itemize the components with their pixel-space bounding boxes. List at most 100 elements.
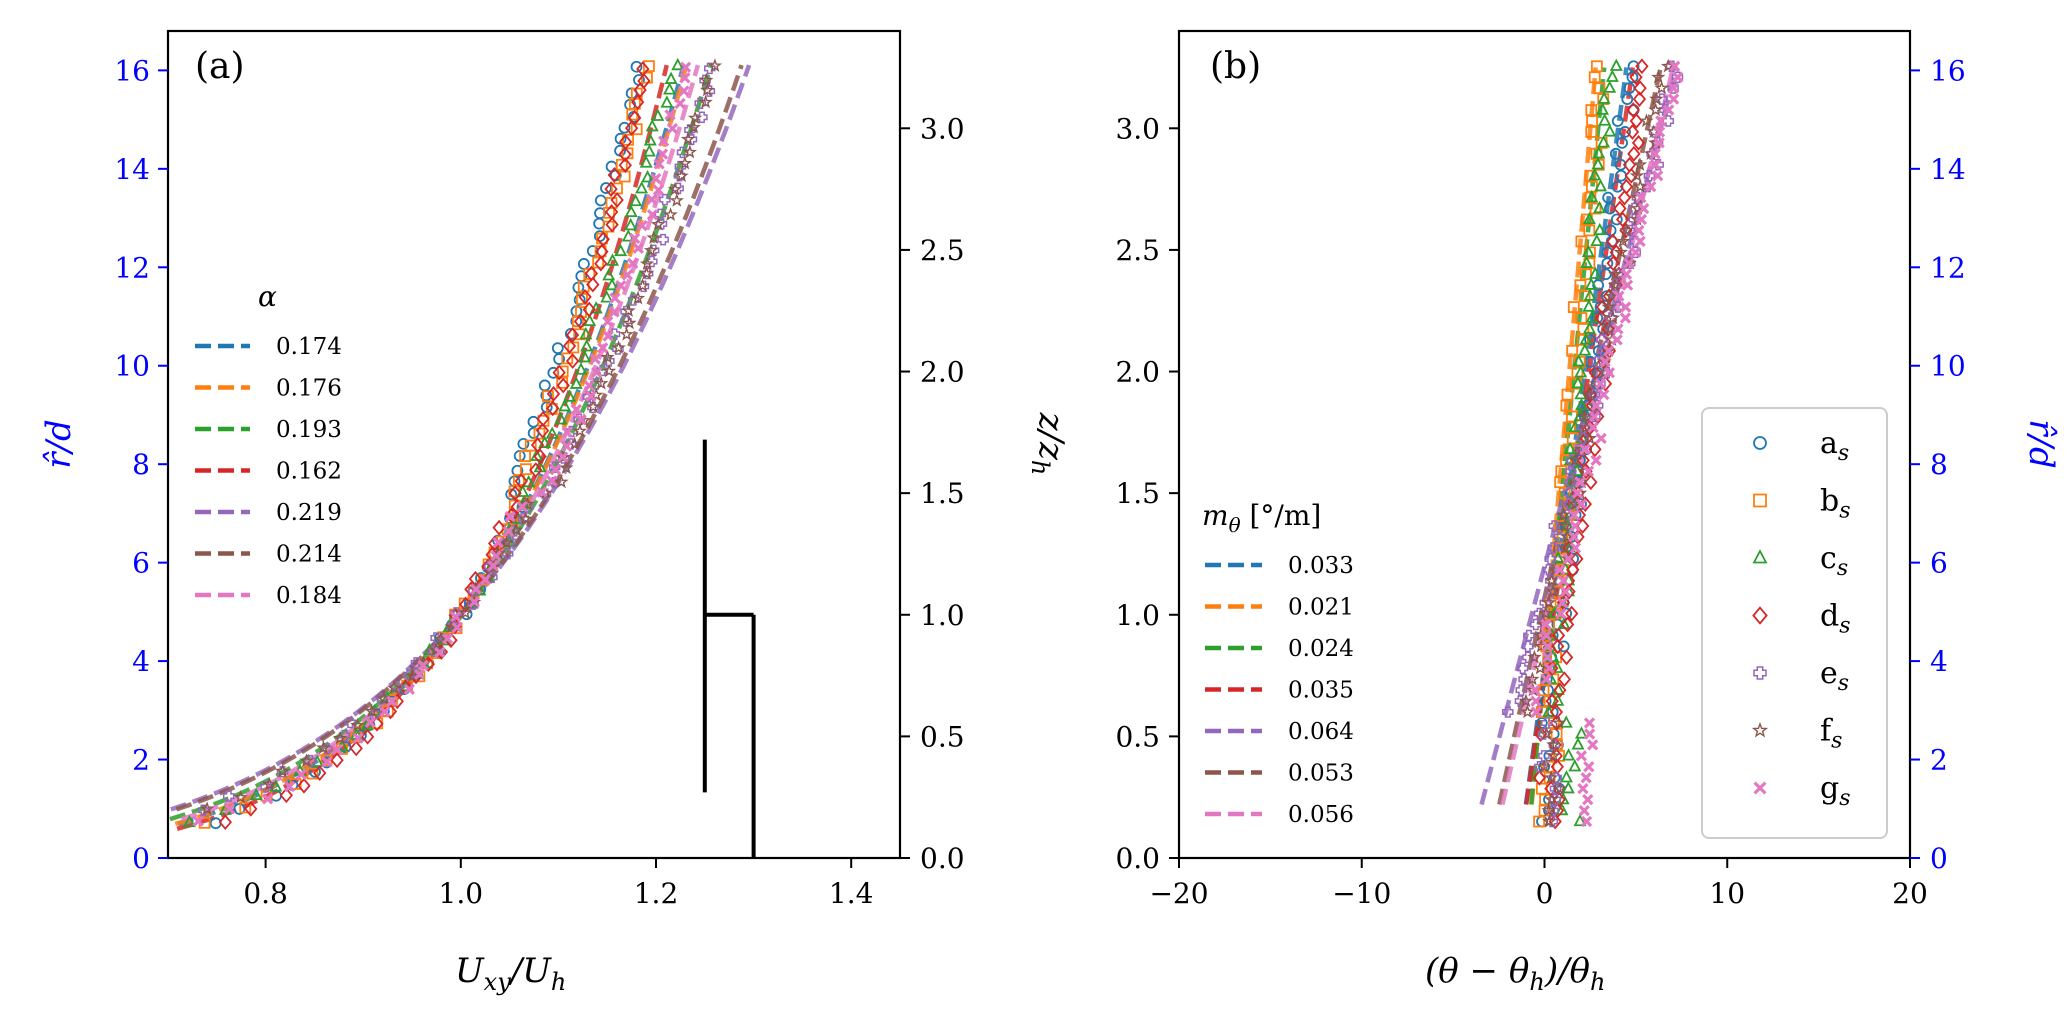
marker-b-a [524,439,537,452]
panel-a-ytick-left-label: 4 [132,645,150,678]
marker-c-b [1585,310,1599,323]
marker-a-a [553,353,566,365]
marker-a-a [600,182,612,194]
marker-d-b [1553,682,1567,699]
marker-b-a [615,158,628,171]
panel-a-ytick-right-label: 3.0 [920,112,965,145]
panel-a-ytick-right-label: 1.0 [920,599,965,632]
marker-f-b [1525,671,1540,686]
marker-a-b [1626,71,1639,84]
panel-a-ytick-left-label: 16 [114,54,150,87]
marker-g-b [1562,553,1574,565]
marker-g-a [403,683,415,696]
marker-e-a [627,294,640,306]
marker-f-b [1581,386,1596,401]
marker-b-a [306,767,319,780]
marker-f-b [1538,605,1553,620]
marker-f-b [1649,91,1664,106]
marker-c-b [1551,693,1565,706]
alpha-legend-title: α [258,280,277,313]
marker-g-b [1653,126,1666,138]
marker-d-b [1557,671,1572,688]
marker-g-a [650,172,662,185]
marker-d-a [492,519,506,536]
marker-d-b [1551,627,1566,644]
panel-b-xtick-label: −10 [1332,877,1391,910]
marker-a-b [1591,312,1604,324]
marker-g-b [1672,71,1684,83]
marker-b-b [1589,202,1602,215]
marker-c-b [1597,91,1611,104]
marker-g-a [504,511,516,523]
marker-c-b [1579,332,1593,345]
marker-g-a [331,743,343,756]
panel-b-xtick-label: −20 [1149,877,1208,910]
marker-c-b [1557,507,1571,520]
marker-c-b [1578,343,1592,356]
marker-a-b [1599,268,1612,281]
marker-g-a [679,72,691,84]
marker-f-b [1527,649,1542,664]
marker-d-b [1588,441,1602,458]
marker-f-b [1518,693,1534,708]
alpha-legend-label: 0.193 [276,417,342,443]
marker-f-b [1619,222,1634,237]
slope-legend-label: 0.021 [1288,595,1354,621]
marker-f-b [1632,157,1648,171]
marker-a-b [1609,147,1622,160]
marker-b-a [573,328,586,341]
marker-f-b [1520,704,1535,719]
slope-legend-label: 0.024 [1288,636,1354,662]
slope-legend-label: 0.035 [1288,678,1354,704]
marker-b-a [239,801,252,814]
marker-b-b [1566,344,1579,357]
marker-b-b [1567,301,1580,313]
marker-c-a [600,290,614,303]
marker-g-b [1652,170,1664,182]
marker-a-a [618,121,631,134]
marker-f-a [428,642,444,657]
slope-line-0.033 [1523,67,1629,805]
marker-d-a [546,400,560,417]
marker-g-b [1598,389,1610,401]
marker-g-b [1583,717,1596,729]
marker-f-a [621,303,636,317]
marker-d-b [1566,561,1580,578]
marker-c-a [629,193,643,207]
marker-c-b [1585,189,1599,203]
marker-g-b [1588,410,1601,423]
marker-e-b [1522,640,1534,653]
marker-e-b [1502,706,1514,718]
marker-e-b [1548,520,1561,532]
marker-c-b [1548,605,1562,619]
marker-f-a [275,763,290,778]
marker-f-b [1552,781,1568,795]
marker-d-b [1545,693,1559,710]
marker-c-b [1603,124,1617,137]
marker-g-a [656,148,669,160]
marker-e-a [608,328,621,340]
marker-c-b [1568,419,1582,433]
panel-a-ytick-left-label: 2 [132,744,150,777]
alpha-legend-label: 0.176 [276,376,342,402]
marker-c-b [1603,80,1617,93]
symbol-legend-marker-d [1752,606,1768,625]
marker-c-a [580,339,594,352]
marker-c-a [645,118,659,132]
marker-f-a [332,730,348,745]
marker-g-a [652,184,665,196]
marker-g-a [468,596,481,608]
marker-f-a [350,717,365,732]
marker-a-b [1621,93,1634,106]
marker-g-b [1571,487,1584,499]
marker-d-a [546,385,561,402]
panel-b-ytick-right-label: 6 [1930,547,1948,580]
marker-e-a [391,681,403,693]
marker-a-b [1574,454,1586,467]
marker-g-b [1620,268,1633,280]
marker-g-a [666,122,679,135]
marker-g-b [1630,246,1642,258]
marker-d-b [1632,91,1647,107]
marker-c-a [554,412,568,425]
marker-d-b [1549,704,1564,720]
